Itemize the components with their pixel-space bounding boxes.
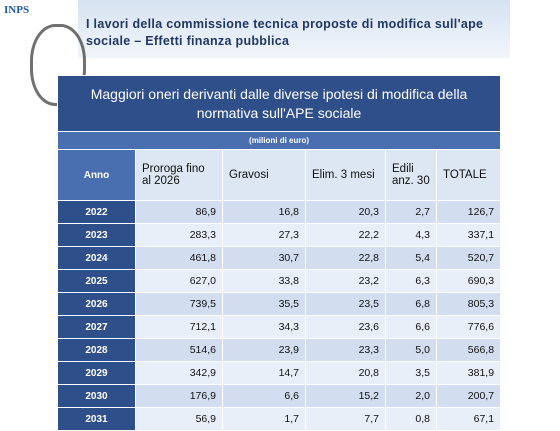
- column-header: Edili anz. 30: [385, 149, 437, 201]
- cell: 5,4: [385, 246, 437, 270]
- cell: 20,8: [305, 361, 386, 385]
- cell: 22,2: [305, 223, 386, 247]
- cell: 712,1: [135, 315, 223, 339]
- page: {"header":{"logo":"INPS","title":"I lavo…: [4, 0, 510, 431]
- header-row: Anno Proroga fino al 2026 Gravosi Elim. 3 m…: [57, 149, 502, 201]
- table-subtitle: (milioni di euro): [56, 131, 502, 150]
- year-cell: 2027: [57, 315, 136, 339]
- cell: 3,5: [385, 361, 437, 385]
- cell: 0,8: [385, 407, 437, 431]
- table: Maggiori oneri derivanti dalle diverse i…: [56, 75, 502, 431]
- cell: 381,9: [435, 361, 502, 385]
- cell: 520,7: [435, 246, 502, 270]
- cell: 23,3: [305, 338, 386, 362]
- table-row: 2024 461,8 30,7 22,8 5,4 520,7: [57, 246, 502, 270]
- cell: 1,7: [222, 407, 306, 431]
- cell: 14,7: [222, 361, 306, 385]
- table-row: 2031 56,9 1,7 7,7 0,8 67,1: [57, 407, 502, 431]
- year-cell: 2024: [57, 246, 136, 270]
- cell: 22,8: [305, 246, 386, 270]
- cell: 4,3: [385, 223, 437, 247]
- table-head: Maggiori oneri derivanti dalle diverse i…: [56, 75, 502, 201]
- cell: 5,0: [385, 338, 437, 362]
- cell: 23,9: [222, 338, 306, 362]
- cell: 23,5: [305, 292, 386, 316]
- cell: 514,6: [135, 338, 223, 362]
- year-cell: 2025: [57, 269, 136, 293]
- header-band: [78, 0, 510, 58]
- column-header: Gravosi: [222, 149, 306, 201]
- slide: INPS I lavori della commissione tecnica …: [4, 0, 510, 431]
- cell: 7,7: [305, 407, 386, 431]
- cell: 283,3: [135, 223, 223, 247]
- cell: 35,5: [222, 292, 306, 316]
- column-header: Anno: [57, 149, 136, 201]
- cell: 6,6: [385, 315, 437, 339]
- cell: 2,7: [385, 200, 437, 224]
- cell: 461,8: [135, 246, 223, 270]
- year-cell: 2028: [57, 338, 136, 362]
- table-container: Maggiori oneri derivanti dalle diverse i…: [56, 75, 502, 431]
- cell: 805,3: [435, 292, 502, 316]
- table-row: 2023 283,3 27,3 22,2 4,3 337,1: [57, 223, 502, 247]
- cell: 566,8: [435, 338, 502, 362]
- year-cell: 2031: [57, 407, 136, 431]
- cell: 86,9: [135, 200, 223, 224]
- cell: 690,3: [435, 269, 502, 293]
- cell: 200,7: [435, 384, 502, 408]
- cell: 627,0: [135, 269, 223, 293]
- slide-title: I lavori della commissione tecnica propo…: [86, 17, 484, 48]
- column-header: Proroga fino al 2026: [135, 149, 223, 201]
- cell: 6,6: [222, 384, 306, 408]
- logo: INPS: [4, 4, 30, 16]
- table-row: 2029 342,9 14,7 20,8 3,5 381,9: [57, 361, 502, 385]
- year-cell: 2023: [57, 223, 136, 247]
- cell: 27,3: [222, 223, 306, 247]
- year-cell: 2022: [57, 200, 136, 224]
- cell: 33,8: [222, 269, 306, 293]
- cell: 2,0: [385, 384, 437, 408]
- year-cell: 2026: [57, 292, 136, 316]
- column-header: Elim. 3 mesi: [305, 149, 386, 201]
- cell: 30,7: [222, 246, 306, 270]
- cell: 16,8: [222, 200, 306, 224]
- year-cell: 2030: [57, 384, 136, 408]
- cell: 34,3: [222, 315, 306, 339]
- cell: 176,9: [135, 384, 223, 408]
- cell: 23,2: [305, 269, 386, 293]
- cell: 23,6: [305, 315, 386, 339]
- cell: 342,9: [135, 361, 223, 385]
- column-header: TOTALE: [435, 149, 502, 201]
- cell: 776,6: [435, 315, 502, 339]
- table-row: 2026 739,5 35,5 23,5 6,8 805,3: [57, 292, 502, 316]
- cell: 15,2: [305, 384, 386, 408]
- table-row: 2030 176,9 6,6 15,2 2,0 200,7: [57, 384, 502, 408]
- cell: 6,8: [385, 292, 437, 316]
- table-row: 2027 712,1 34,3 23,6 6,6 776,6: [57, 315, 502, 339]
- table-title: Maggiori oneri derivanti dalle diverse i…: [56, 75, 502, 132]
- year-cell: 2029: [57, 361, 136, 385]
- table-row: 2022 86,9 16,8 20,3 2,7 126,7: [57, 200, 502, 224]
- cell: 739,5: [135, 292, 223, 316]
- cell: 126,7: [435, 200, 502, 224]
- table-row: 2025 627,0 33,8 23,2 6,3 690,3: [57, 269, 502, 293]
- cell: 6,3: [385, 269, 437, 293]
- cell: 337,1: [435, 223, 502, 247]
- table-body: 2022 86,9 16,8 20,3 2,7 126,7 2023 283,3 27,3 22,…: [57, 200, 502, 431]
- cell: 20,3: [305, 200, 386, 224]
- table-row: 2028 514,6 23,9 23,3 5,0 566,8: [57, 338, 502, 362]
- cell: 56,9: [135, 407, 223, 431]
- cell: 67,1: [435, 407, 502, 431]
